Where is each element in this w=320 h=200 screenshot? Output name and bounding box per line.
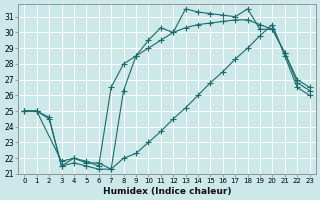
X-axis label: Humidex (Indice chaleur): Humidex (Indice chaleur) [103,187,231,196]
